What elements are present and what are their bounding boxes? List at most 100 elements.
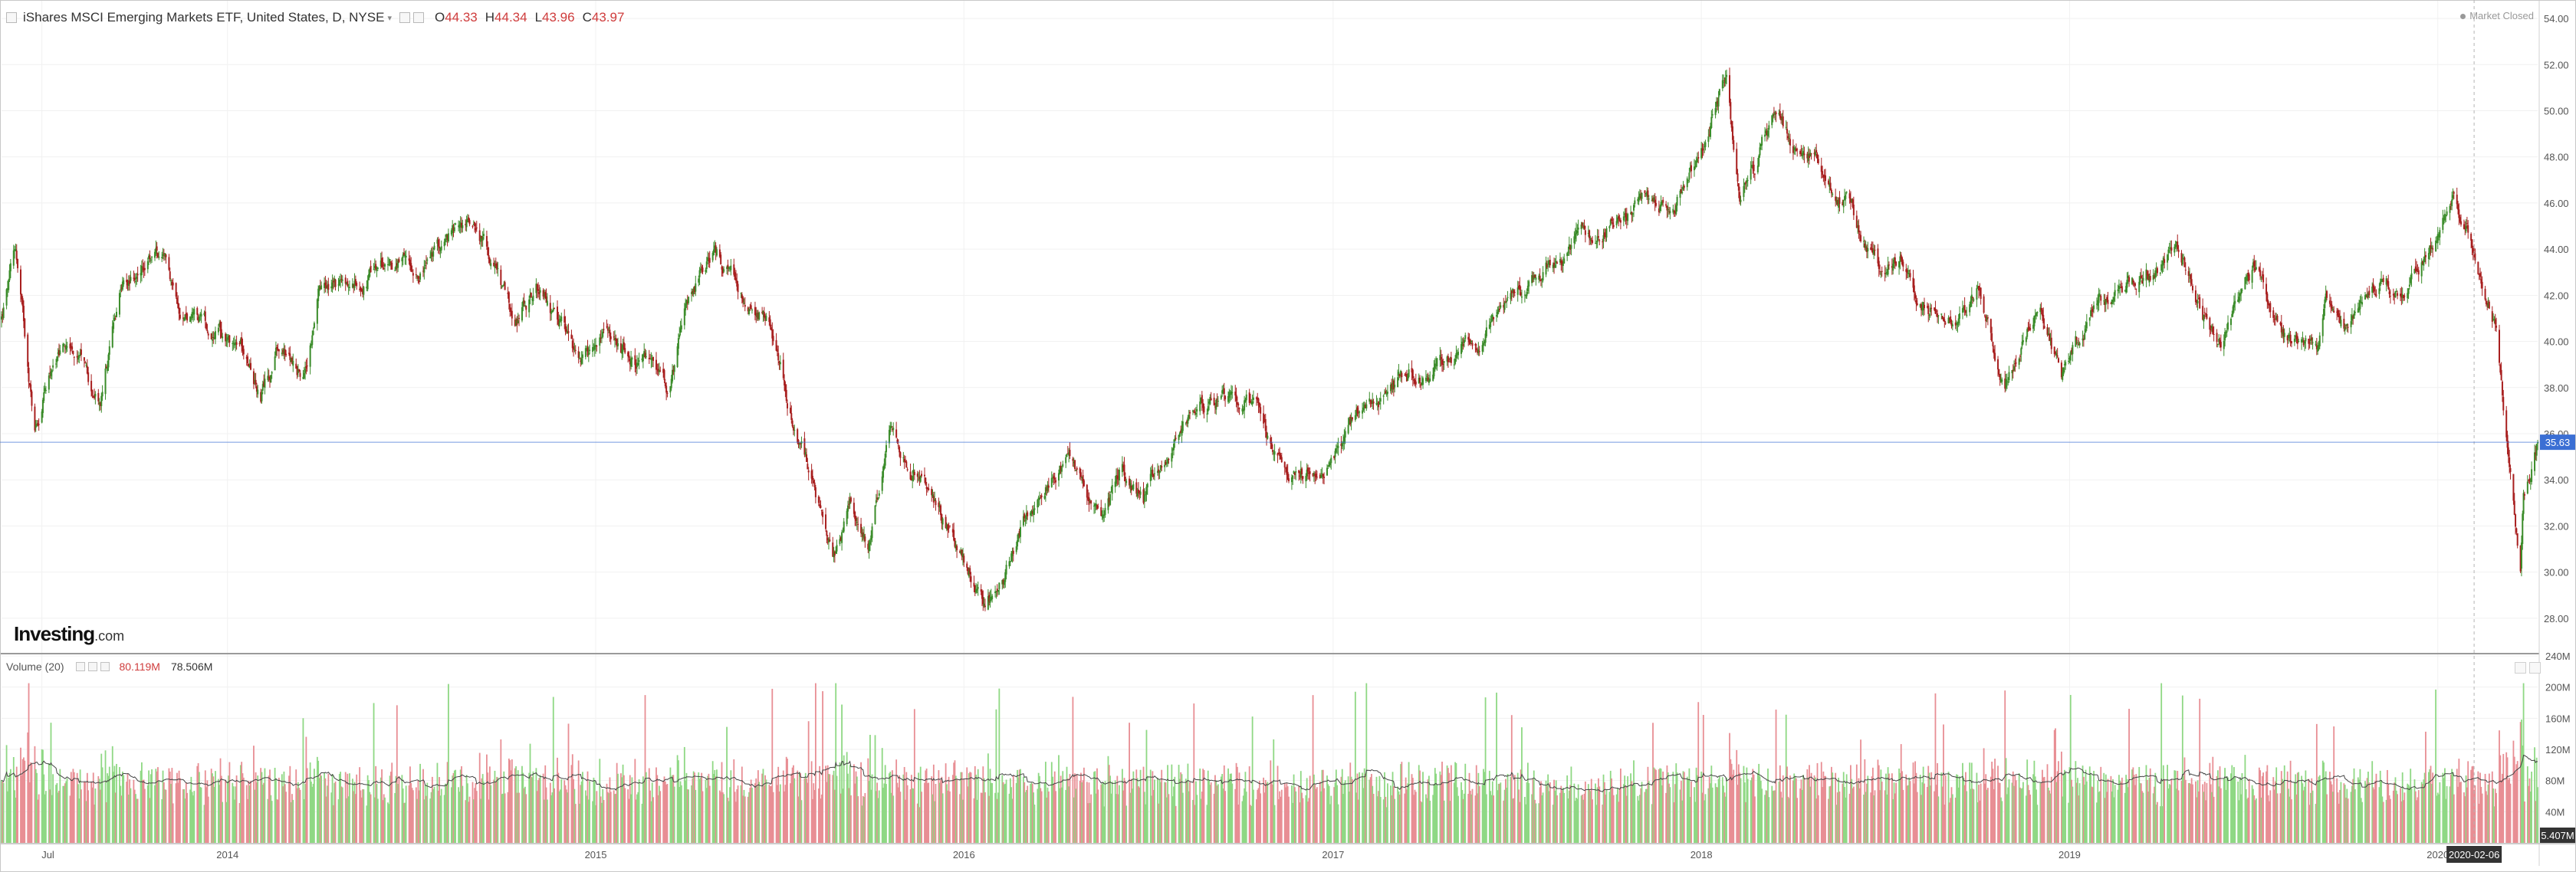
candle-body <box>1523 294 1526 296</box>
candle-body <box>608 327 610 329</box>
volume-bar <box>1114 780 1116 843</box>
candle-body <box>1411 369 1414 379</box>
candle-body <box>271 372 273 374</box>
candle-body <box>1976 288 1978 300</box>
candle-body <box>1901 257 1904 265</box>
volume-bar <box>507 792 509 843</box>
candle-body <box>2248 274 2250 280</box>
candle-body <box>1090 500 1092 504</box>
volume-bar <box>1330 795 1332 843</box>
candle-body <box>1803 153 1806 156</box>
volume-bar <box>998 688 1001 843</box>
volume-bar <box>100 753 103 843</box>
candle-body <box>729 268 731 270</box>
candle-body <box>1413 379 1415 381</box>
candle-body <box>994 591 997 593</box>
volume-bar <box>1335 769 1337 843</box>
candle-body <box>58 349 61 356</box>
candle-body <box>1149 474 1152 481</box>
volume-bar <box>1194 805 1196 843</box>
volume-bar <box>1546 785 1548 843</box>
volume-bar <box>779 784 781 843</box>
volume-bar <box>327 785 328 843</box>
volume-bar <box>662 781 665 843</box>
volume-bar <box>1730 759 1732 843</box>
volume-bar <box>517 770 519 843</box>
volume-bar <box>1788 798 1790 843</box>
volume-bar <box>312 783 314 843</box>
volume-bar <box>1152 771 1154 843</box>
candle-body <box>327 284 330 290</box>
volume-bar <box>1291 785 1293 843</box>
candle-body <box>429 257 432 258</box>
candle-body <box>2374 293 2377 295</box>
volume-bar <box>730 770 732 843</box>
volume-bar <box>946 784 948 843</box>
candle-body <box>2367 293 2369 298</box>
volume-bar <box>833 770 835 843</box>
volume-bar <box>1900 744 1902 843</box>
candle-body <box>2246 275 2249 281</box>
candle-body <box>1647 190 1649 198</box>
candle-body <box>2141 280 2144 284</box>
volume-bar <box>1164 782 1166 843</box>
candle-body <box>41 411 43 423</box>
volume-bar <box>666 783 669 843</box>
volume-bar <box>1119 785 1120 843</box>
volume-bar <box>825 765 826 843</box>
candle-body <box>1792 146 1794 153</box>
candle-body <box>1668 211 1671 212</box>
volume-bar <box>1894 793 1896 843</box>
volume-bar <box>1539 787 1541 843</box>
candle-body <box>172 282 174 286</box>
volume-bar <box>215 771 216 843</box>
volume-bar <box>384 797 386 843</box>
candle-body <box>1844 196 1846 201</box>
candle-body <box>813 480 815 484</box>
candle-body <box>254 380 256 382</box>
candle-body <box>635 364 637 369</box>
volume-bar <box>718 790 721 843</box>
candle-body <box>1386 392 1388 394</box>
candle-body <box>912 476 914 481</box>
candle-body <box>2404 296 2406 297</box>
candle-body <box>71 346 74 350</box>
volume-bar <box>768 784 770 843</box>
candle-body <box>158 256 160 258</box>
volume-bar <box>1434 768 1436 843</box>
volume-bar <box>397 784 399 843</box>
candle-body <box>143 267 146 270</box>
volume-bar <box>1638 800 1640 843</box>
candle-body <box>1475 348 1477 350</box>
volume-bar <box>1912 762 1914 843</box>
candle-body <box>1010 553 1013 562</box>
candle-body <box>2295 335 2297 338</box>
candle-body <box>2183 257 2185 259</box>
candle-body <box>1200 397 1202 402</box>
volume-bar <box>170 784 172 843</box>
candle-body <box>769 319 771 327</box>
volume-bar <box>390 772 392 843</box>
candle-body <box>2315 343 2317 345</box>
candle-body <box>425 262 427 264</box>
volume-bar <box>984 792 986 843</box>
candle-body <box>2453 192 2455 194</box>
volume-bar <box>1001 775 1004 843</box>
volume-bar <box>20 747 21 843</box>
candle-body <box>462 225 464 228</box>
candle-body <box>2138 281 2141 293</box>
candle-body <box>2269 303 2272 313</box>
volume-bar <box>685 772 688 843</box>
candle-body <box>203 313 205 316</box>
candle-body <box>672 369 675 372</box>
candle-body <box>1418 377 1420 384</box>
candle-body <box>1235 395 1237 401</box>
candle-body <box>238 343 241 345</box>
candle-body <box>165 254 167 257</box>
volume-bar <box>899 792 902 843</box>
candle-body <box>1005 565 1007 575</box>
candle-body <box>2205 313 2207 315</box>
volume-bar <box>1885 773 1887 843</box>
candle-body <box>2253 261 2256 267</box>
